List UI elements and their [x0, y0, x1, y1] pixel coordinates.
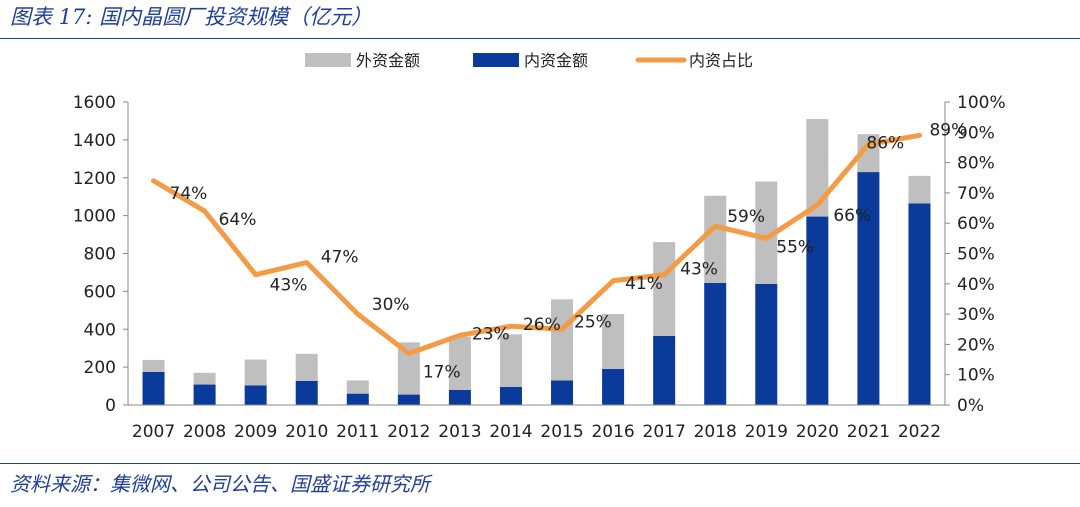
- right-tick-label: 90%: [957, 123, 995, 143]
- left-tick-label: 400: [84, 320, 116, 340]
- bar-foreign-2016: [602, 314, 625, 370]
- x-tick-label-2014: 2014: [489, 422, 532, 442]
- footer-rule: [0, 463, 1080, 464]
- bar-foreign-2015: [551, 299, 574, 381]
- left-tick-label: 1000: [73, 207, 116, 227]
- figure-title: 图表 17: 国内晶圆厂投资规模（亿元）: [10, 5, 373, 29]
- bar-foreign-2010: [295, 353, 318, 381]
- left-tick-label: 200: [84, 358, 116, 378]
- ratio-data-label-2012: 17%: [423, 362, 461, 382]
- ratio-data-label-2022: 89%: [929, 120, 967, 140]
- x-tick-label-2016: 2016: [591, 422, 634, 442]
- right-tick-label: 50%: [957, 245, 995, 265]
- bar-domestic-2016: [602, 369, 625, 405]
- bar-foreign-2007: [142, 359, 165, 372]
- ratio-data-label-2020: 66%: [833, 206, 871, 226]
- right-tick-label: 70%: [957, 184, 995, 204]
- left-tick-label: 800: [84, 245, 116, 265]
- left-tick-label: 1400: [73, 131, 116, 151]
- bar-foreign-2018: [704, 195, 727, 283]
- ratio-data-label-2015: 25%: [574, 312, 612, 332]
- bar-foreign-2022: [908, 175, 931, 204]
- bar-foreign-2019: [755, 181, 778, 284]
- bar-foreign-2012: [397, 342, 420, 395]
- x-tick-label-2010: 2010: [285, 422, 328, 442]
- bar-foreign-2017: [653, 242, 676, 336]
- ratio-data-label-2021: 86%: [866, 133, 904, 153]
- bar-domestic-2020: [806, 216, 829, 405]
- ratio-line: [151, 132, 922, 356]
- legend: 外资金额 内资金额 内资占比: [305, 51, 753, 70]
- x-tick-label-2008: 2008: [183, 422, 226, 442]
- bar-domestic-2008: [193, 384, 216, 405]
- x-tick-label-2009: 2009: [234, 422, 277, 442]
- bar-foreign-2014: [499, 334, 522, 388]
- left-tick-label: 600: [84, 282, 116, 302]
- legend-swatch-domestic: [473, 53, 519, 67]
- ratio-data-label-2016: 41%: [625, 274, 663, 294]
- title-rule: [0, 38, 1080, 39]
- bar-foreign-2009: [244, 359, 267, 386]
- right-tick-label: 0%: [957, 396, 984, 416]
- bar-domestic-2011: [346, 393, 369, 405]
- bar-foreign-2008: [193, 372, 216, 385]
- ratio-data-label-2008: 64%: [219, 210, 257, 230]
- ratio-data-label-2011: 30%: [372, 295, 410, 315]
- right-tick-label: 60%: [957, 214, 995, 234]
- legend-swatch-foreign: [305, 53, 351, 67]
- bar-domestic-2022: [908, 203, 931, 405]
- right-tick-label: 20%: [957, 335, 995, 355]
- ratio-data-label-2010: 47%: [321, 248, 359, 268]
- bar-foreign-2013: [448, 336, 471, 390]
- data-labels-layer: 74% 64% 43% 47% 30% 17% 23% 26% 25% 41% 43% 59% 55% 6…: [170, 120, 968, 382]
- x-tick-label-2020: 2020: [796, 422, 839, 442]
- bar-domestic-2018: [704, 282, 727, 405]
- x-tick-label-2022: 2022: [898, 422, 941, 442]
- bar-domestic-2007: [142, 371, 165, 405]
- left-tick-label: 1200: [73, 169, 116, 189]
- bar-domestic-2017: [653, 335, 676, 405]
- source-note: 资料来源：集微网、公司公告、国盛证券研究所: [10, 472, 430, 496]
- ratio-data-label-2019: 55%: [776, 237, 814, 257]
- legend-label-foreign: 外资金额: [356, 51, 420, 70]
- bar-domestic-2021: [857, 172, 880, 405]
- ratio-data-label-2013: 23%: [472, 324, 510, 344]
- x-tick-label-2012: 2012: [387, 422, 430, 442]
- ratio-data-label-2017: 43%: [680, 260, 718, 280]
- x-tick-label-2015: 2015: [540, 422, 583, 442]
- ratio-data-label-2009: 43%: [270, 276, 308, 296]
- ratio-data-label-2007: 74%: [170, 184, 208, 204]
- right-tick-label: 10%: [957, 366, 995, 386]
- ratio-data-label-2018: 59%: [727, 207, 765, 227]
- ratio-line-layer: [151, 132, 922, 356]
- x-tick-label-2018: 2018: [694, 422, 737, 442]
- x-tick-label-2021: 2021: [847, 422, 890, 442]
- bar-domestic-2012: [397, 394, 420, 405]
- x-tick-label-2019: 2019: [745, 422, 788, 442]
- legend-label-ratio: 内资占比: [689, 51, 753, 70]
- bar-domestic-2015: [551, 380, 574, 405]
- ratio-data-label-2014: 26%: [523, 315, 561, 335]
- x-tick-label-2007: 2007: [132, 422, 175, 442]
- x-tick-label-2011: 2011: [336, 422, 379, 442]
- right-tick-label: 80%: [957, 154, 995, 174]
- legend-label-domestic: 内资金额: [524, 51, 588, 70]
- bar-foreign-2011: [346, 380, 369, 394]
- right-tick-label: 40%: [957, 275, 995, 295]
- bar-domestic-2009: [244, 385, 267, 405]
- axes-layer: 0 200 400 600 800 1000 1200 1400 1600 0% 10% 20% 30%…: [73, 93, 1006, 442]
- right-tick-label: 100%: [957, 93, 1006, 113]
- bar-domestic-2014: [499, 387, 522, 405]
- right-tick-label: 30%: [957, 305, 995, 325]
- x-tick-label-2013: 2013: [438, 422, 481, 442]
- bar-foreign-2020: [806, 119, 829, 217]
- investment-chart: 0 200 400 600 800 1000 1200 1400 1600 0% 10% 20% 30%…: [73, 51, 1006, 442]
- bar-domestic-2019: [755, 283, 778, 405]
- left-tick-label: 1600: [73, 93, 116, 113]
- bars-layer: [142, 119, 931, 405]
- bar-domestic-2013: [448, 389, 471, 405]
- x-tick-label-2017: 2017: [643, 422, 686, 442]
- left-tick-label: 0: [105, 396, 116, 416]
- bar-domestic-2010: [295, 380, 318, 405]
